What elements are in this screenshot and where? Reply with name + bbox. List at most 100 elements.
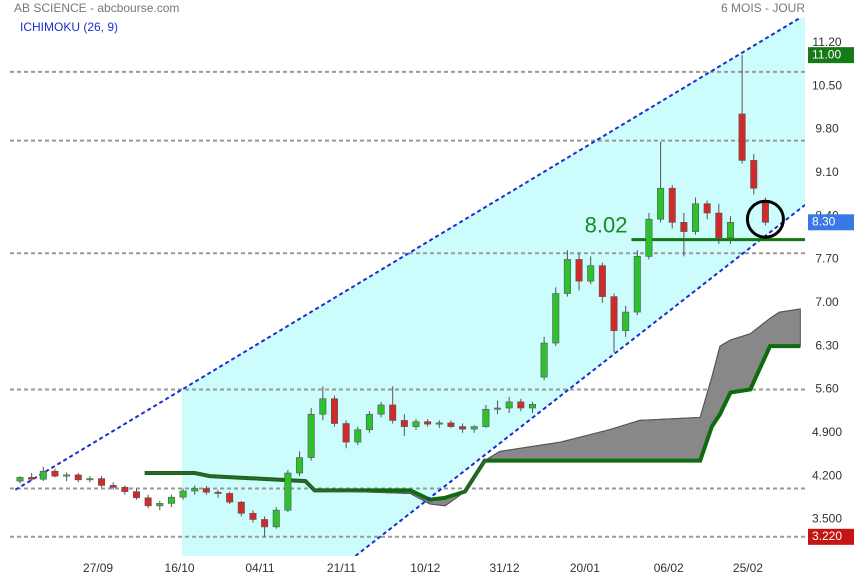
candle-body (51, 470, 59, 477)
candle-body (330, 398, 338, 424)
y-tick-label: 10.50 (812, 78, 842, 92)
candle-body (738, 113, 746, 161)
y-tick-label: 7.00 (815, 295, 839, 309)
candle-body (424, 421, 432, 425)
y-tick-label: 9.80 (815, 122, 839, 136)
candle-body (645, 218, 653, 257)
x-tick-label: 31/12 (490, 561, 520, 575)
channel-fill (181, 18, 805, 556)
candle-body (307, 413, 315, 458)
plot-area (10, 18, 805, 556)
y-tick-label: 9.10 (815, 165, 839, 179)
highlight-circle (745, 199, 785, 239)
candle-body (505, 401, 513, 409)
x-tick-label: 25/02 (733, 561, 763, 575)
y-tick-label: 7.70 (815, 252, 839, 266)
candle-body (435, 422, 443, 425)
ichimoku-span-a (144, 308, 801, 507)
candle-body (342, 423, 350, 443)
candle-body (202, 488, 210, 493)
candle-body (715, 212, 723, 239)
support-label: 8.02 (585, 212, 628, 237)
candle-body (365, 413, 373, 431)
price-marker-label: 3.220 (812, 529, 842, 543)
candle-body (726, 222, 734, 239)
candle-body (132, 491, 140, 499)
x-tick-label: 10/12 (410, 561, 440, 575)
candle-body (552, 293, 560, 344)
x-tick-label: 06/02 (654, 561, 684, 575)
y-tick-label: 11.20 (812, 35, 841, 49)
x-tick-label: 20/01 (570, 561, 600, 575)
candle-body (459, 426, 467, 430)
candle-body (412, 421, 420, 427)
candle-body (598, 265, 606, 297)
candle-body (517, 401, 525, 409)
candle-body (86, 478, 94, 481)
candle-body (680, 222, 688, 232)
candle-body (179, 490, 187, 498)
candle-body (668, 187, 676, 223)
candle-body (237, 501, 245, 514)
candle-body (284, 472, 292, 511)
price-marker (808, 214, 854, 231)
y-tick-label: 5.60 (815, 382, 839, 396)
candle-body (354, 429, 362, 443)
candle-body (249, 512, 257, 520)
candle-body (750, 160, 758, 189)
price-marker (808, 528, 854, 545)
price-marker (808, 47, 854, 64)
candle-body (226, 493, 234, 503)
candle-body (121, 486, 129, 492)
candle-body (528, 404, 536, 409)
candle-body (191, 488, 199, 492)
x-tick-label: 16/10 (165, 561, 195, 575)
candle-body (610, 296, 618, 331)
candle-body (272, 509, 280, 528)
y-tick-label: 4.200 (812, 468, 842, 482)
candle-body (389, 404, 397, 421)
candle-body (74, 474, 82, 481)
candle-body (540, 342, 548, 378)
candle-body (447, 422, 455, 427)
price-marker-label: 11.00 (812, 47, 841, 61)
chart-title: AB SCIENCE - abcbourse.com (14, 1, 179, 15)
candle-body (144, 497, 152, 507)
candle-body (214, 491, 222, 494)
candle-body (703, 203, 711, 214)
candle-body (156, 503, 164, 507)
candle-body (28, 477, 36, 480)
candle-body (63, 474, 71, 477)
candle-body (319, 398, 327, 415)
candle-body (622, 311, 630, 331)
candle-body (494, 407, 502, 410)
candle-body (482, 408, 490, 427)
candle-body (98, 478, 106, 486)
candle-body (633, 256, 641, 313)
candle-body (296, 457, 304, 474)
candle-body (657, 187, 665, 220)
indicator-label: ICHIMOKU (26, 9) (20, 20, 118, 34)
x-tick-label: 27/09 (83, 561, 113, 575)
candle-body (16, 477, 24, 482)
candle-body (563, 259, 571, 294)
candle-body (692, 203, 700, 232)
x-tick-label: 04/11 (245, 561, 274, 575)
candle-body (109, 485, 117, 488)
price-marker-label: 8.30 (812, 214, 836, 228)
chart-subtitle: 6 MOIS - JOUR (721, 1, 805, 15)
y-tick-label: 3.500 (812, 512, 842, 526)
candle-body (377, 404, 385, 415)
y-tick-label: 6.30 (815, 338, 839, 352)
candle-body (575, 259, 583, 282)
candle-body (39, 470, 47, 480)
candle-body (761, 200, 769, 223)
candle-body (470, 426, 478, 430)
candle-body (167, 496, 175, 504)
x-tick-label: 21/11 (327, 561, 356, 575)
candle-body (587, 265, 595, 282)
candle-body (400, 420, 408, 427)
y-tick-label: 4.900 (812, 425, 842, 439)
